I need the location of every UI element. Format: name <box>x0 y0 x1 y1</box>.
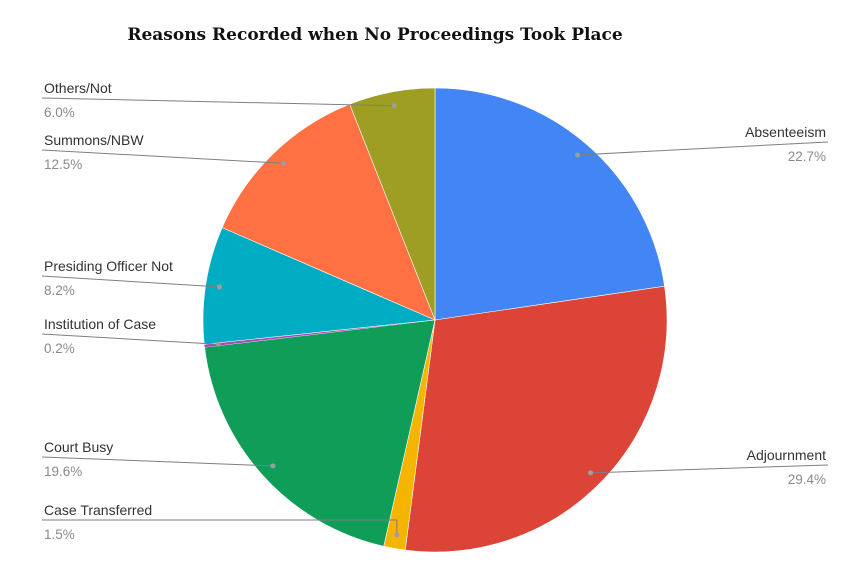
pie-slice-institution-of-case <box>204 320 435 348</box>
pie-slices <box>202 87 668 553</box>
slice-label-percent: 0.2% <box>44 341 75 356</box>
leader-dot <box>215 341 221 347</box>
leader-line <box>41 333 219 345</box>
slice-label-percent: 8.2% <box>44 283 75 298</box>
slice-label-name: Absenteeism <box>745 124 826 140</box>
slice-label-percent: 1.5% <box>44 527 75 542</box>
slice-label-percent: 19.6% <box>44 464 82 479</box>
leader-line <box>41 97 395 107</box>
slice-label-summons-nbw: Summons/NBW 12.5% <box>41 132 286 172</box>
pie-slice-court-busy <box>204 319 436 547</box>
leader-dot <box>270 463 276 469</box>
leader-dot <box>216 284 222 290</box>
slice-label-percent: 12.5% <box>44 157 82 172</box>
slice-label-name: Others/Not <box>44 80 112 96</box>
slice-label-name: Adjournment <box>747 447 826 463</box>
slice-label-name: Summons/NBW <box>44 132 144 148</box>
leader-dot <box>588 470 594 476</box>
pie-slice-presiding-officer-not <box>202 227 437 345</box>
pie-slice-others-not <box>349 87 436 321</box>
slice-label-percent: 29.4% <box>788 472 826 487</box>
leader-line <box>41 456 273 467</box>
slice-label-name: Institution of Case <box>44 316 156 332</box>
slice-label-presiding-officer-not: Presiding Officer Not 8.2% <box>41 258 222 298</box>
slice-labels: Absenteeism 22.7% Adjournment 29.4% Case Tra… <box>41 80 829 542</box>
leader-dot <box>391 103 397 109</box>
pie-slice-adjournment <box>404 285 668 553</box>
leader-line <box>590 464 829 474</box>
slice-label-name: Presiding Officer Not <box>44 258 173 274</box>
slice-label-court-busy: Court Busy 19.6% <box>41 439 276 479</box>
slice-label-others-not: Others/Not 6.0% <box>41 80 397 120</box>
chart-title: Reasons Recorded when No Proceedings Too… <box>127 25 623 45</box>
slice-label-adjournment: Adjournment 29.4% <box>588 447 829 487</box>
leader-line <box>42 519 398 535</box>
leader-line <box>41 149 284 164</box>
pie-slice-summons-nbw <box>221 103 436 321</box>
slice-label-percent: 6.0% <box>44 105 75 120</box>
pie-slice-absenteeism <box>434 87 665 321</box>
slice-label-name: Court Busy <box>44 439 113 455</box>
leader-line <box>41 275 220 288</box>
slice-label-absenteeism: Absenteeism 22.7% <box>575 124 829 164</box>
slice-label-case-transferred: Case Transferred 1.5% <box>42 502 400 542</box>
slice-label-name: Case Transferred <box>44 502 152 518</box>
leader-dot <box>280 160 286 166</box>
leader-dot <box>394 532 400 538</box>
slice-label-institution-of-case: Institution of Case 0.2% <box>41 316 221 356</box>
leader-dot <box>575 152 581 158</box>
leader-line <box>577 141 829 156</box>
slice-label-percent: 22.7% <box>788 149 826 164</box>
